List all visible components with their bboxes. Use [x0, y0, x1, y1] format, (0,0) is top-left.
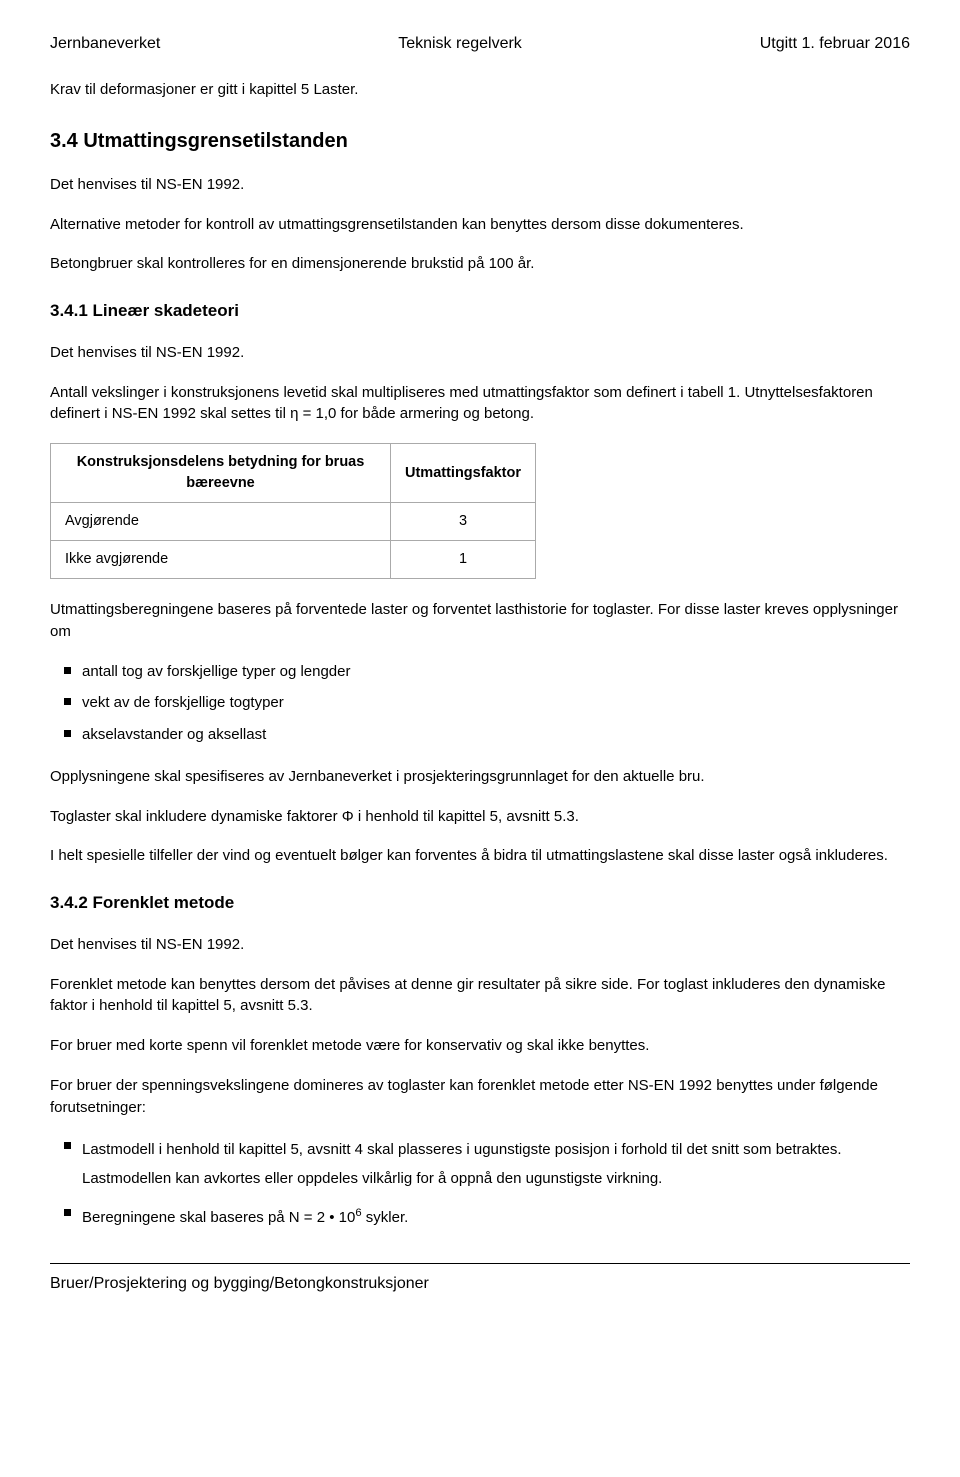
header-left: Jernbaneverket — [50, 32, 160, 55]
heading-3-4-2: 3.4.2 Forenklet metode — [50, 891, 910, 916]
heading-3-4-1: 3.4.1 Lineær skadeteori — [50, 299, 910, 324]
paragraph: Opplysningene skal spesifiseres av Jernb… — [50, 766, 910, 788]
fatigue-factor-table: Konstruksjonsdelens betydning for bruas … — [50, 443, 536, 579]
table-header-cell: Konstruksjonsdelens betydning for bruas … — [51, 444, 391, 503]
table-cell: Ikke avgjørende — [51, 541, 391, 579]
paragraph: Alternative metoder for kontroll av utma… — [50, 214, 910, 236]
paragraph: Det henvises til NS-EN 1992. — [50, 934, 910, 956]
list-item: Lastmodell i henhold til kapittel 5, avs… — [50, 1136, 910, 1193]
heading-3-4: 3.4 Utmattingsgrensetilstanden — [50, 127, 910, 156]
list-item: antall tog av forskjellige typer og leng… — [50, 661, 910, 683]
paragraph: Utmattingsberegningene baseres på forven… — [50, 599, 910, 643]
table-header-row: Konstruksjonsdelens betydning for bruas … — [51, 444, 536, 503]
paragraph: Antall vekslinger i konstruksjonens leve… — [50, 382, 910, 426]
paragraph: For bruer med korte spenn vil forenklet … — [50, 1035, 910, 1057]
paragraph: Toglaster skal inkludere dynamiske fakto… — [50, 806, 910, 828]
paragraph: Forenklet metode kan benyttes dersom det… — [50, 974, 910, 1018]
bullet-text-suffix: sykler. — [362, 1209, 409, 1226]
bullet-text-prefix: Beregningene skal baseres på N = 2 • 10 — [82, 1209, 355, 1226]
paragraph: I helt spesielle tilfeller der vind og e… — [50, 845, 910, 867]
table-row: Avgjørende 3 — [51, 503, 536, 541]
bullet-list: Lastmodell i henhold til kapittel 5, avs… — [50, 1136, 910, 1233]
header-right: Utgitt 1. februar 2016 — [760, 32, 910, 55]
list-item: akselavstander og aksellast — [50, 724, 910, 746]
paragraph: Det henvises til NS-EN 1992. — [50, 342, 910, 364]
page-header: Jernbaneverket Teknisk regelverk Utgitt … — [50, 32, 910, 55]
list-item: Beregningene skal baseres på N = 2 • 106… — [50, 1203, 910, 1233]
table-row: Ikke avgjørende 1 — [51, 541, 536, 579]
table-cell: 1 — [391, 541, 536, 579]
paragraph: For bruer der spenningsvekslingene domin… — [50, 1075, 910, 1119]
paragraph: Betongbruer skal kontrolleres for en dim… — [50, 253, 910, 275]
footer-text: Bruer/Prosjektering og bygging/Betongkon… — [50, 1272, 910, 1295]
table-header-cell: Utmattingsfaktor — [391, 444, 536, 503]
paragraph: Det henvises til NS-EN 1992. — [50, 174, 910, 196]
header-center: Teknisk regelverk — [398, 32, 522, 55]
table-cell: Avgjørende — [51, 503, 391, 541]
bullet-list: antall tog av forskjellige typer og leng… — [50, 661, 910, 746]
intro-paragraph: Krav til deformasjoner er gitt i kapitte… — [50, 79, 910, 101]
footer-divider — [50, 1263, 910, 1264]
list-item: vekt av de forskjellige togtyper — [50, 692, 910, 714]
table-cell: 3 — [391, 503, 536, 541]
